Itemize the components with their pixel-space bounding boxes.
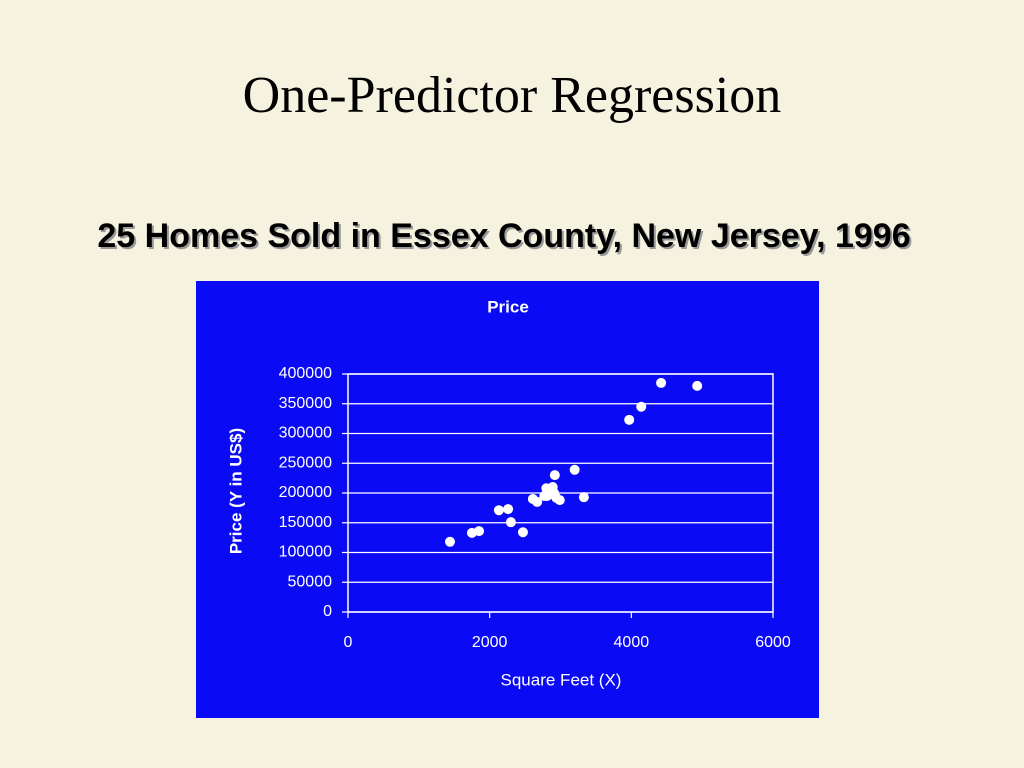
subtitle: 25 Homes Sold in Essex County, New Jerse…	[97, 217, 910, 255]
point	[569, 464, 580, 475]
point	[692, 380, 703, 391]
point	[636, 401, 647, 412]
point	[503, 504, 514, 515]
point	[517, 527, 528, 538]
point	[549, 470, 560, 481]
point	[445, 536, 455, 547]
point	[624, 414, 635, 425]
y-tick-label: 100000	[279, 544, 332, 561]
x-tick-label: 2000	[472, 634, 508, 651]
y-tick-label: 350000	[279, 395, 332, 412]
chart: Price Square Feet (X) Price (Y in US$) 0…	[226, 297, 790, 689]
x-tick-label: 6000	[755, 634, 791, 651]
y-tick-label: 0	[323, 603, 332, 620]
point	[532, 496, 543, 507]
point	[493, 505, 504, 516]
y-tick-label: 400000	[279, 365, 332, 382]
point	[578, 492, 589, 503]
y-tick-label: 150000	[279, 514, 332, 531]
chart-title: Price	[487, 297, 529, 316]
chart-area	[196, 281, 819, 718]
point	[656, 377, 667, 388]
point	[505, 517, 516, 528]
y-tick-label: 250000	[279, 454, 332, 471]
x-tick-label: 0	[344, 634, 353, 651]
point	[551, 492, 562, 503]
point	[547, 485, 557, 496]
y-tick-label: 300000	[279, 425, 332, 442]
x-tick-label: 4000	[614, 634, 650, 651]
point	[474, 526, 485, 537]
x-axis-label: Square Feet (X)	[501, 670, 622, 689]
y-tick-label: 200000	[279, 484, 332, 501]
y-axis-label: Price (Y in US$)	[226, 428, 245, 554]
y-tick-label: 50000	[288, 573, 333, 590]
subtitle-shadow: 25 Homes Sold in Essex County, New Jerse…	[99, 219, 912, 257]
slide-title: One-Predictor Regression	[243, 67, 782, 124]
